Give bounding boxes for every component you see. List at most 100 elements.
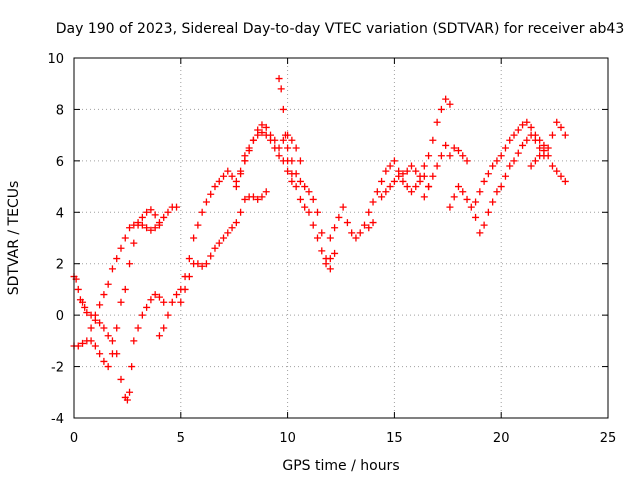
plot-frame [73,57,609,419]
data-point [561,177,569,185]
data-point [480,221,488,229]
data-point [514,126,522,134]
data-point [228,224,236,232]
data-point [459,188,467,196]
data-point [143,303,151,311]
data-point [390,177,398,185]
data-point [228,172,236,180]
series-17 [527,147,569,185]
chart-title: Day 190 of 2023, Sidereal Day-to-day VTE… [56,21,625,37]
data-point [215,239,223,247]
data-point [510,157,518,165]
data-point [326,234,334,242]
data-point [117,375,125,383]
data-point [143,224,151,232]
data-point [557,123,565,131]
x-tick-label: 15 [386,431,403,446]
grid-lines [74,58,608,418]
data-point [96,350,104,358]
data-point [399,170,407,178]
data-point [348,229,356,237]
data-point [480,177,488,185]
data-point [108,265,116,273]
data-point [369,198,377,206]
series-9 [284,144,339,273]
data-point [506,136,514,144]
data-point [194,260,202,268]
data-point [531,157,539,165]
data-point [467,203,475,211]
data-point [527,131,535,139]
data-point [454,183,462,191]
data-point [548,131,556,139]
data-point [181,285,189,293]
data-point [211,244,219,252]
data-point [339,203,347,211]
data-point [412,167,420,175]
data-point [104,332,112,340]
data-point [386,162,394,170]
data-point [190,234,198,242]
data-point [275,152,283,160]
y-tick-label: -2 [51,361,64,376]
data-point [446,100,454,108]
data-point [262,131,270,139]
data-point [395,172,403,180]
data-point [108,337,116,345]
data-point [155,332,163,340]
data-point [519,121,527,129]
data-point [83,309,91,317]
data-point [463,195,471,203]
data-point [207,190,215,198]
data-point [472,213,480,221]
data-point [134,324,142,332]
data-point [536,144,544,152]
data-point [412,183,420,191]
data-point [378,177,386,185]
data-point [373,188,381,196]
data-point [284,144,292,152]
data-point [386,183,394,191]
data-point [79,298,87,306]
y-tick-label: 2 [56,258,64,273]
data-point [104,363,112,371]
data-point [198,262,206,270]
data-point [267,136,275,144]
data-point [527,162,535,170]
data-point [501,144,509,152]
data-point [288,136,296,144]
data-point [262,123,270,131]
data-point [249,136,257,144]
data-point [224,167,232,175]
data-point [497,183,505,191]
x-tick-label: 5 [177,431,185,446]
data-point [296,177,304,185]
data-point [173,291,181,299]
data-point [160,213,168,221]
data-point [510,131,518,139]
data-point [74,342,82,350]
data-point [147,206,155,214]
data-point [527,123,535,131]
data-point [211,183,219,191]
data-point [544,152,552,160]
data-point [121,234,129,242]
data-point [314,234,322,242]
data-point [429,172,437,180]
data-point [262,188,270,196]
data-point [523,136,531,144]
data-point [258,193,266,201]
data-point [489,198,497,206]
data-point [382,167,390,175]
data-point [277,85,285,93]
data-point [241,152,249,160]
data-point [130,337,138,345]
data-point [117,244,125,252]
data-point [279,136,287,144]
data-point [501,172,509,180]
data-point [416,172,424,180]
data-point [314,208,322,216]
data-point [446,152,454,160]
data-point [531,136,539,144]
data-point [288,157,296,165]
